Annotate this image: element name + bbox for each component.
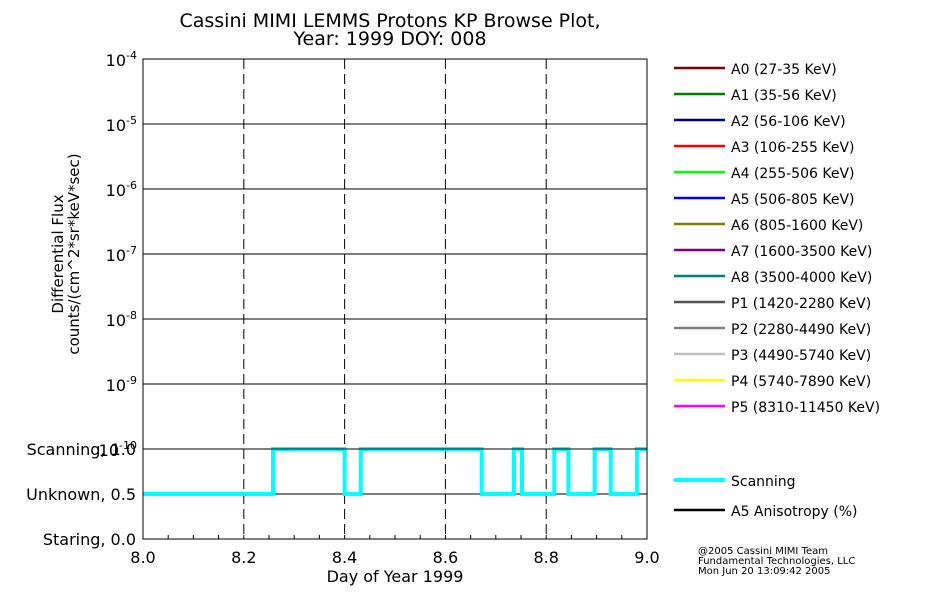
legend-label: A0 (27-35 KeV)	[731, 62, 837, 78]
y-tick-label: 10-6	[106, 179, 137, 200]
legend-label: A4 (255-506 KeV)	[731, 166, 854, 182]
legend-label: P5 (8310-11450 KeV)	[731, 400, 880, 416]
status-tick-label: Unknown, 0.5	[26, 485, 136, 504]
chart-title-line1: Cassini MIMI LEMMS Protons KP Browse Plo…	[179, 10, 601, 32]
legend-label: P4 (5740-7890 KeV)	[731, 374, 871, 390]
legend-label: A3 (106-255 KeV)	[731, 140, 854, 156]
copyright-block: @2005 Cassini MIMI Team Fundamental Tech…	[698, 547, 855, 577]
legend-label: A6 (805-1600 KeV)	[731, 218, 863, 234]
copyright-line2: Fundamental Technologies, LLC	[698, 556, 856, 567]
status-tick-label: Scanning, 1.0	[27, 440, 136, 459]
legend-label: A1 (35-56 KeV)	[731, 88, 837, 104]
y-tick-label: 10-7	[106, 244, 137, 265]
chart-title-line2: Year: 1999 DOY: 008	[293, 28, 487, 50]
legend-label: A7 (1600-3500 KeV)	[731, 244, 872, 260]
x-tick-label: 8.2	[231, 548, 256, 567]
y-tick-label: 10-8	[106, 309, 137, 330]
x-tick-label: 8.8	[533, 548, 558, 567]
x-tick-label: 9.0	[634, 548, 659, 567]
legend-label: P1 (1420-2280 KeV)	[731, 296, 871, 312]
x-tick-label: 8.6	[433, 548, 458, 567]
y-tick-label: 10-9	[106, 374, 137, 395]
copyright-line3: Mon Jun 20 13:09:42 2005	[698, 566, 831, 577]
copyright-line1: @2005 Cassini MIMI Team	[698, 546, 828, 557]
x-axis-title: Day of Year 1999	[327, 567, 464, 586]
legend-label: Scanning	[731, 474, 796, 490]
legend-label: A2 (56-106 KeV)	[731, 114, 846, 130]
x-tick-label: 8.0	[130, 548, 155, 567]
y-tick-label: 10-5	[106, 114, 137, 135]
y-tick-label: 10-10	[99, 439, 137, 460]
legend-label: P3 (4490-5740 KeV)	[731, 348, 871, 364]
x-tick-label: 8.4	[332, 548, 357, 567]
y-tick-label: 10-4	[106, 49, 137, 70]
y-axis-title-line1: Differential Flux	[49, 194, 67, 313]
status-panel-frame	[142, 448, 648, 540]
scanning-series-line	[143, 447, 647, 496]
legend-label: A5 (506-805 KeV)	[731, 192, 854, 208]
legend-label: P2 (2280-4490 KeV)	[731, 322, 871, 338]
legend-label: A5 Anisotropy (%)	[731, 504, 858, 520]
legend-label: A8 (3500-4000 KeV)	[731, 270, 872, 286]
status-tick-label: Staring, 0.0	[43, 530, 136, 549]
y-axis-title-line2: counts/(cm^2*sr*keV*sec)	[65, 153, 83, 354]
